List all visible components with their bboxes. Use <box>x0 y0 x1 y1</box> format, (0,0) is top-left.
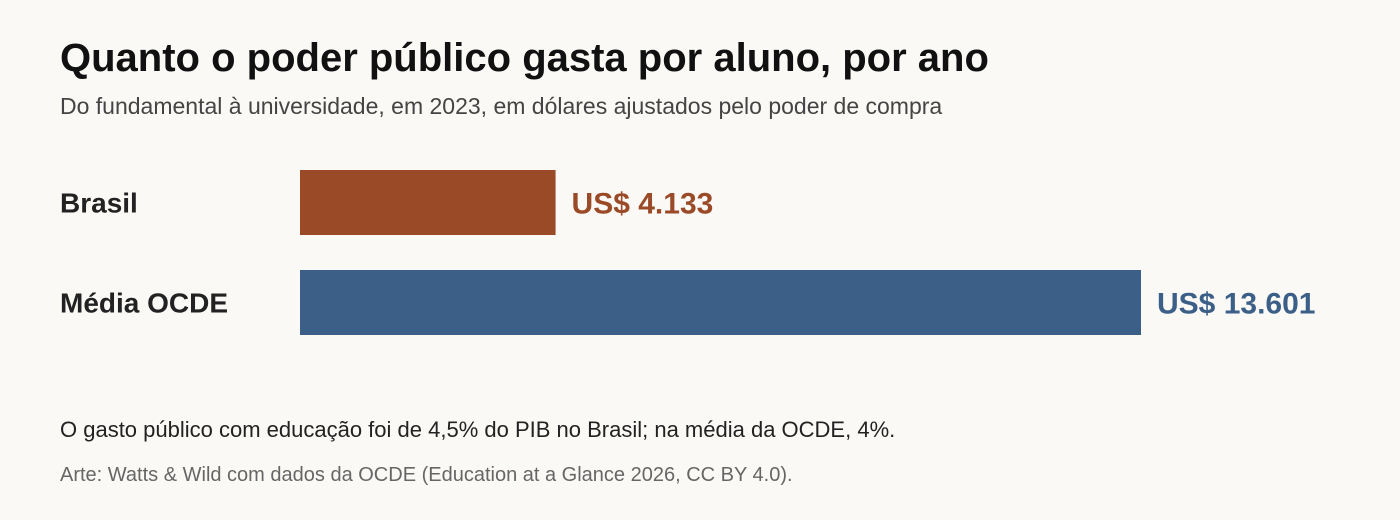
value-label-media-ocde: US$ 13.601 <box>1157 288 1315 321</box>
bar-brasil <box>300 170 556 235</box>
value-label-brasil: US$ 4.133 <box>572 188 714 221</box>
bar-media-ocde <box>300 270 1141 335</box>
chart-note: O gasto público com educação foi de 4,5%… <box>60 417 896 442</box>
chart-source: Arte: Watts & Wild com dados da OCDE (Ed… <box>60 464 793 486</box>
category-label-brasil: Brasil <box>60 188 138 219</box>
chart-title: Quanto o poder público gasta por aluno, … <box>60 36 989 80</box>
category-label-media-ocde: Média OCDE <box>60 288 228 319</box>
chart-subtitle: Do fundamental à universidade, em 2023, … <box>60 93 943 119</box>
